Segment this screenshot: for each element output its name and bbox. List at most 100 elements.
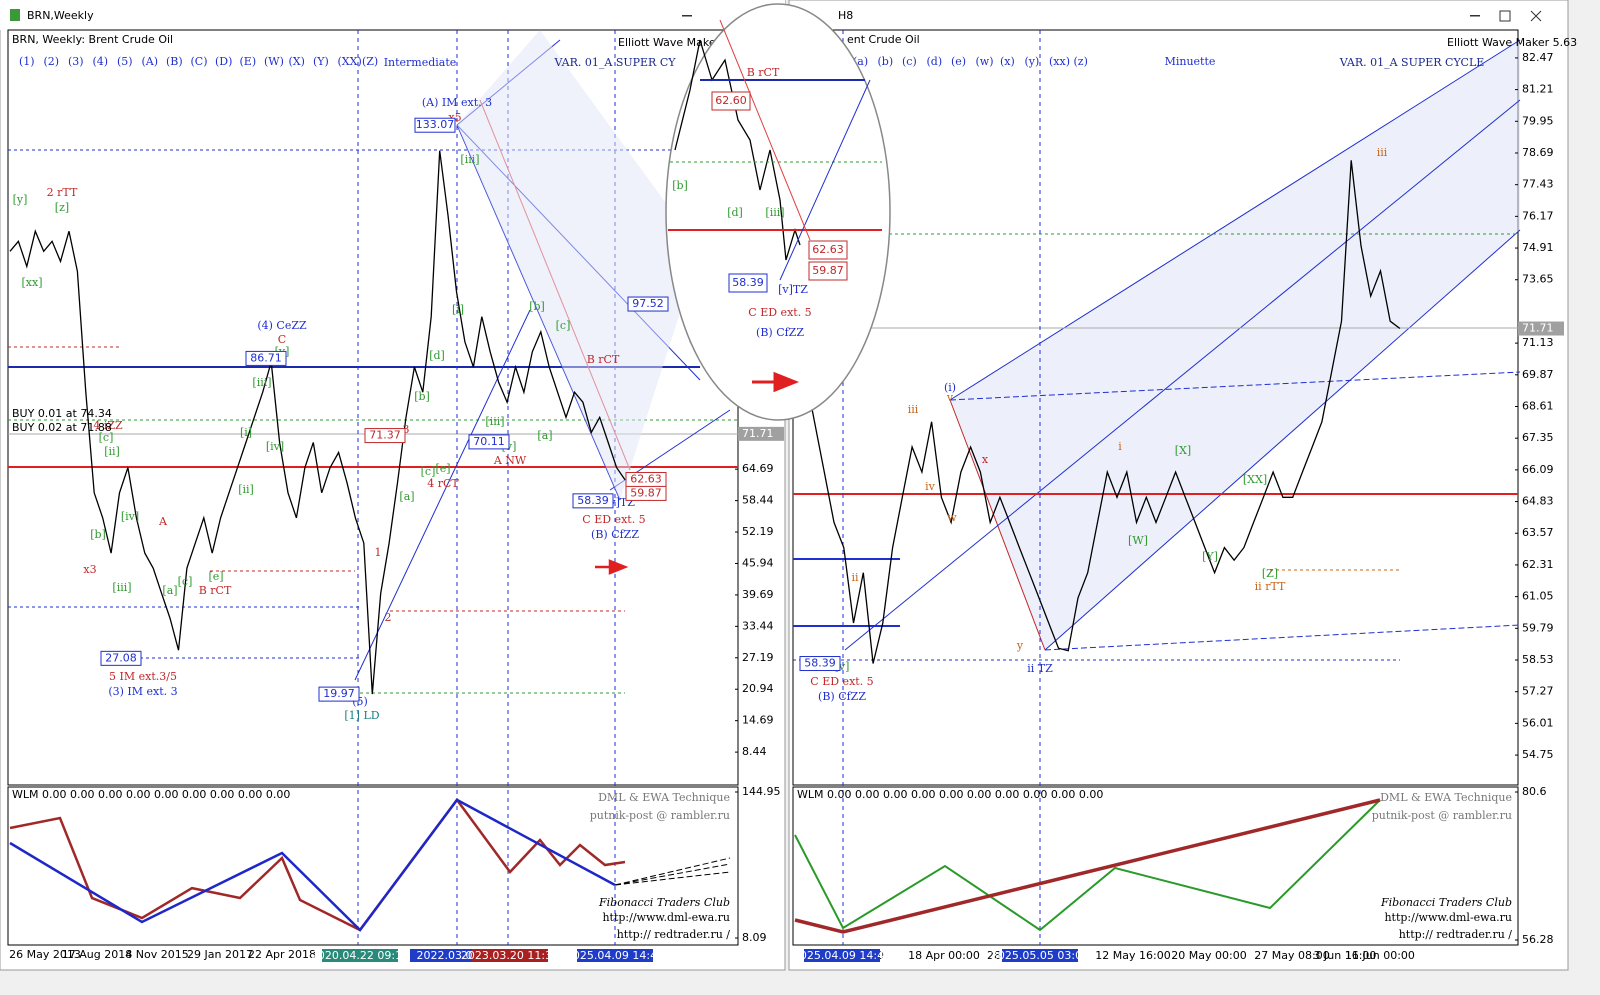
price-label: 71.37 [369,429,401,442]
window-title: BRN,Weekly [27,9,94,22]
y-tick-label: 66.09 [1522,463,1554,476]
wave-label: iv [925,480,936,493]
level-line [1044,229,1521,651]
tool-name: Elliott Wave Maker [618,36,721,49]
wave-label: w [947,511,957,524]
y-tick-label: 64.83 [1522,495,1554,508]
wave-label: [b] [414,390,430,403]
left-minimize-button[interactable] [682,15,692,17]
wave-label: [i] [452,303,464,316]
wave-label: [iv] [266,440,284,453]
wave-label: [b] [529,300,545,313]
price-label: 70.11 [473,435,505,448]
wave-button[interactable]: (E) [240,55,257,68]
target-arrow [595,559,629,575]
x-tick-label: 29 Jan 2017 [187,948,253,961]
time-marker-box [804,949,880,962]
wave-button[interactable]: (X) [289,55,305,68]
y-tick-label: 14.69 [742,714,774,727]
wave-button[interactable]: (w) [976,55,994,68]
wave-button[interactable]: (XX) [338,55,362,68]
wave-label: B rCT [747,66,780,79]
y-tick-label: 58.44 [742,494,774,507]
current-price: 71.71 [742,427,774,440]
wave-label: C ED ext. 5 [582,513,645,526]
wave-button[interactable]: (5) [117,55,133,68]
left-titlebar [0,0,785,30]
y-tick-label: 76.17 [1522,209,1554,222]
y-tick-label: 77.43 [1522,178,1554,191]
wave-button[interactable]: (B) [166,55,183,68]
wave-button[interactable]: (1) [19,55,35,68]
order-label: BUY 0.01 at 74.34 [12,407,112,420]
wave-label: [d] [727,206,743,219]
wave-button[interactable]: (2) [44,55,60,68]
wave-button[interactable]: (z) [1074,55,1088,68]
y-tick-label: 69.87 [1522,368,1554,381]
price-label-box [808,240,848,260]
wave-button[interactable]: (b) [878,55,894,68]
y-tick-label: 67.35 [1522,431,1554,444]
wave-button[interactable]: (4) [93,55,109,68]
maximize-button[interactable] [1499,10,1511,22]
price-label: 133.07 [416,118,455,131]
time-marker-box [577,949,653,962]
y-tick-label: 8.44 [742,745,767,758]
tool-name: Elliott Wave Maker 5.63 [1447,36,1577,49]
decor [8,30,1521,945]
price-label-box [318,686,360,702]
y-tick-label: 74.91 [1522,241,1554,254]
wave-button[interactable]: (Z) [362,55,378,68]
time-marker: 2022.03.08 [417,949,480,962]
wave-button[interactable]: (Y) [313,55,329,68]
wave-label: v [946,391,954,404]
wave-label: [d] [429,349,445,362]
wave-label: x [982,453,989,466]
order-label: BUY 0.02 at 71.88 [12,421,112,434]
wave-label: [e] [435,462,450,475]
y-tick-label: 61.05 [1522,590,1554,603]
wave-label: [Z] [1262,567,1278,580]
close-button[interactable] [1530,10,1542,22]
indicator-line [794,799,1381,932]
x-tick-label: 3 Jun 16:00 [1314,949,1377,962]
wave-button[interactable]: (D) [215,55,232,68]
wave-button[interactable]: (C) [191,55,208,68]
price-label: 62.63 [630,473,662,486]
y-tick-label: 73.65 [1522,273,1554,286]
y-tick-label: 54.75 [1522,748,1554,761]
wave-label: ii rTT [1255,580,1286,593]
wave-label: ii [851,571,859,584]
wave-button[interactable]: (W) [264,55,284,68]
wave-label: (B) CfZZ [591,528,639,541]
credit-text: putnik-post @ rambler.ru [590,809,730,822]
window-icon [10,9,20,21]
variant-label: VAR. 01_A SUPER CY [553,56,676,69]
wave-button[interactable]: (3) [68,55,84,68]
wave-label: (A) IM ext. 3 [422,96,492,109]
wave-button[interactable]: (y) [1025,55,1040,68]
time-marker: 2025.05.05 03:05 [991,949,1089,962]
y-tick-label: 8.09 [742,931,767,944]
wave-label: 2 [385,611,392,624]
wave-button[interactable]: (xx) [1049,55,1070,68]
wave-button[interactable]: (e) [951,55,966,68]
wave-button[interactable]: (A) [142,55,159,68]
wave-label: iii [1377,146,1388,159]
wave-button[interactable]: (x) [1000,55,1015,68]
level-line [949,39,1521,401]
wave-label: B rCT [199,584,232,597]
time-marker-box [1002,949,1078,962]
wave-label: [c] [99,431,114,444]
minimize-button[interactable] [1470,15,1480,17]
wave-label: (i) [944,381,956,394]
wave-button[interactable]: (d) [927,55,943,68]
wave-label: [iii] [485,415,504,428]
wave-label: [iii] [765,206,784,219]
wave-label: [c] [178,575,193,588]
left-window [0,0,786,971]
wave-label: [ii] [238,483,254,496]
wave-button[interactable]: (c) [902,55,917,68]
target-arrow [752,371,800,393]
y-tick-label: 144.95 [742,785,781,798]
